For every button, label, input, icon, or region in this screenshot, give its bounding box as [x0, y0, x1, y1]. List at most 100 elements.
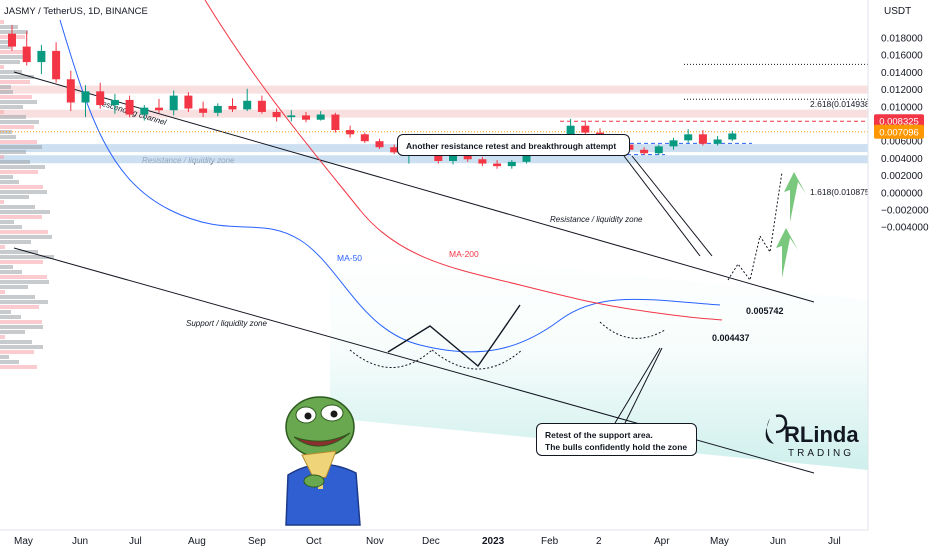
volume-profile-bar [0, 290, 5, 294]
volume-profile-bar [0, 120, 39, 124]
volume-profile-bar [0, 225, 22, 229]
candle-body [184, 95, 193, 109]
callout-pointer-bottom [614, 347, 661, 424]
x-tick-label: Dec [422, 536, 440, 547]
rlinda-trading-logo: RLinda TRADING [765, 414, 859, 459]
candle-body [449, 155, 457, 161]
volume-profile-bar [0, 330, 25, 334]
volume-profile-bar [0, 75, 34, 79]
x-tick-label: Oct [306, 536, 322, 547]
candle-body [698, 134, 707, 144]
candle-body [346, 130, 355, 135]
candle-body [257, 100, 266, 112]
volume-profile-bar [0, 235, 52, 239]
candle-body [654, 146, 663, 154]
candle-body [110, 99, 119, 106]
volume-profile-bar [0, 50, 27, 54]
volume-profile-bar [0, 20, 4, 24]
candle-body [478, 159, 487, 164]
volume-profile-bar [0, 40, 10, 44]
y-tick-label: 0.012000 [881, 85, 923, 96]
candle-body [360, 134, 369, 142]
candle-body [581, 125, 590, 133]
volume-profile-bar [0, 45, 11, 49]
volume-profile-bar [0, 190, 47, 194]
volume-profile-bar [0, 360, 19, 364]
volume-profile-bar [0, 310, 11, 314]
x-tick-label: Jun [72, 536, 88, 547]
time-axis[interactable] [0, 530, 868, 550]
ma-200-label: MA-200 [449, 249, 479, 259]
volume-profile-bar [0, 105, 23, 109]
y-tick-label: 0.004000 [881, 154, 923, 165]
candle-body [522, 152, 531, 162]
fib-label-2618: 2.618(0.014938) [810, 99, 873, 109]
volume-profile-bar [0, 240, 31, 244]
volume-profile-bar [0, 135, 16, 139]
volume-profile-bar [0, 100, 37, 104]
x-tick-label: 2023 [482, 536, 505, 547]
volume-profile-bar [0, 200, 4, 204]
level-label-0044: 0.004437 [712, 333, 750, 343]
volume-profile-bar [0, 315, 21, 319]
volume-profile-bar [0, 140, 37, 144]
candle-body [566, 125, 575, 139]
y-tick-label: 0.016000 [881, 51, 923, 62]
price-axis[interactable] [868, 0, 932, 550]
volume-profile-bar [0, 70, 22, 74]
candle-body [243, 100, 252, 110]
zone-label: Resistance / liquidity zone [550, 215, 643, 224]
projection-path [727, 171, 783, 282]
volume-profile-bar [0, 90, 13, 94]
volume-profile-bar [0, 115, 26, 119]
volume-profile-bar [0, 335, 5, 339]
price-tag-label: 0.007096 [879, 127, 919, 138]
volume-profile-bar [0, 320, 42, 324]
volume-profile-bar [0, 260, 43, 264]
level-label-0057: 0.005742 [746, 306, 784, 316]
candle-body [331, 114, 340, 131]
volume-profile-bar [0, 95, 32, 99]
candle-body [375, 141, 384, 148]
volume-profile-bar [0, 195, 29, 199]
x-tick-label: Feb [541, 536, 559, 547]
x-tick-label: Sep [248, 536, 266, 547]
y-tick-label: 0.018000 [881, 34, 923, 45]
volume-profile-bar [0, 210, 50, 214]
liquidity-zone [0, 85, 868, 94]
volume-profile-bar [0, 355, 9, 359]
candle-body [493, 163, 502, 167]
support-callout-line-1: Retest of the support area. [545, 430, 653, 440]
volume-profile-bar [0, 350, 34, 354]
price-tag-label: 0.008325 [879, 117, 919, 128]
volume-profile-bar [0, 265, 13, 269]
x-tick-label: Jun [770, 536, 786, 547]
zone-label: Support / liquidity zone [186, 319, 267, 328]
volume-profile-bar [0, 280, 49, 284]
volume-profile-bar [0, 325, 43, 329]
candle-body [199, 108, 208, 113]
volume-profile-bar [0, 30, 28, 34]
ma-200-line [204, 0, 723, 321]
candle-body [8, 33, 16, 47]
candle-body [507, 161, 516, 167]
target-arrow-1 [776, 228, 798, 278]
x-tick-label: Nov [366, 536, 384, 547]
chart-title: JASMY / TetherUS, 1D, BINANCE [4, 6, 148, 17]
liquidity-zone [0, 109, 868, 118]
candle-body [463, 155, 472, 160]
ma-50-label: MA-50 [337, 253, 362, 263]
candle-body [213, 105, 222, 113]
y-tick-label: −0.002000 [881, 206, 929, 217]
candle-body [66, 79, 75, 103]
volume-profile-bar [0, 300, 48, 304]
volume-profile-bar [0, 275, 47, 279]
x-tick-label: Aug [188, 536, 206, 547]
logo-text: RLinda [784, 422, 859, 447]
volume-profile-bar [0, 270, 22, 274]
volume-profile-bar [0, 60, 20, 64]
volume-profile-bar [0, 175, 13, 179]
currency-label: USDT [884, 6, 911, 17]
volume-profile-bar [0, 170, 38, 174]
